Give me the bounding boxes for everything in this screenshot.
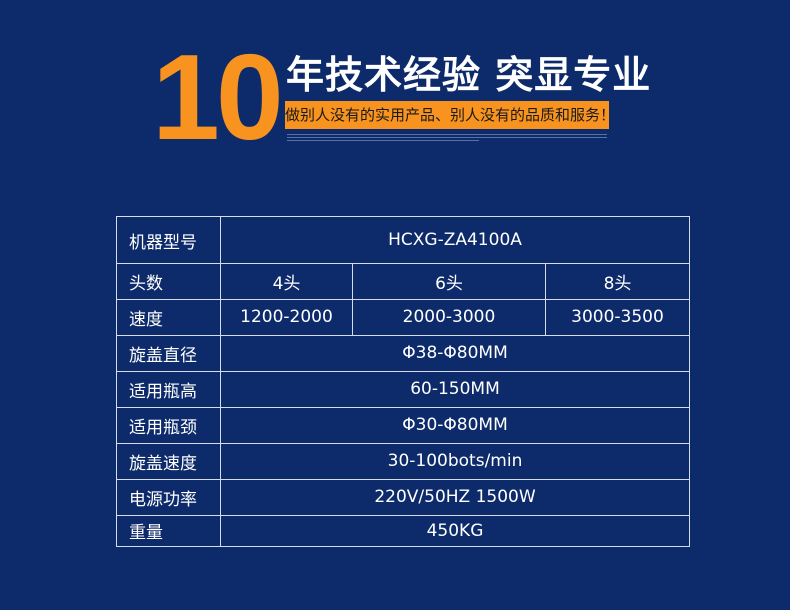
spec-label: 旋盖速度 [117,443,221,479]
spec-value: 60-150MM [410,379,500,399]
row-divider [117,407,689,408]
spec-table: 机器型号 HCXG-ZA4100A 头数 4头 6头 8头速度 1200-2000 2000-… [116,216,690,547]
spec-value: Φ38-Φ80MM [402,343,508,363]
row-divider [117,371,689,372]
row-divider [117,479,689,480]
spec-value: 8头 [603,273,632,294]
spec-label: 旋盖直径 [117,335,221,371]
spec-value: Φ30-Φ80MM [402,415,508,435]
spec-label: 头数 [117,263,221,299]
spec-label: 适用瓶颈 [117,407,221,443]
row-divider [117,443,689,444]
years-number: 10 [152,29,284,165]
spec-value: 450KG [426,520,484,541]
spec-value: 6头 [353,263,546,299]
spec-value: 1200-2000 [221,299,353,335]
spec-label: 重量 [117,515,221,546]
spec-value: 4头 [221,263,353,299]
row-divider [117,335,689,336]
row-divider [117,515,689,516]
headline: 年技术经验 突显专业 [286,53,652,97]
spec-value: 2000-3000 [353,299,546,335]
spec-value: 30-100bots/min [387,451,523,471]
row-divider [117,299,689,300]
spec-label: 适用瓶高 [117,371,221,407]
decorative-fine-text [287,134,607,143]
spec-label: 电源功率 [117,479,221,515]
spec-value: HCXG-ZA4100A [388,230,522,250]
spec-value: 220V/50HZ 1500W [374,487,536,507]
row-divider [117,263,689,264]
spec-label: 机器型号 [117,217,221,263]
tagline-banner: 做别人没有的实用产品、别人没有的品质和服务！ [285,101,615,129]
spec-label: 速度 [117,299,221,335]
spec-value: 3000-3500 [571,307,664,327]
